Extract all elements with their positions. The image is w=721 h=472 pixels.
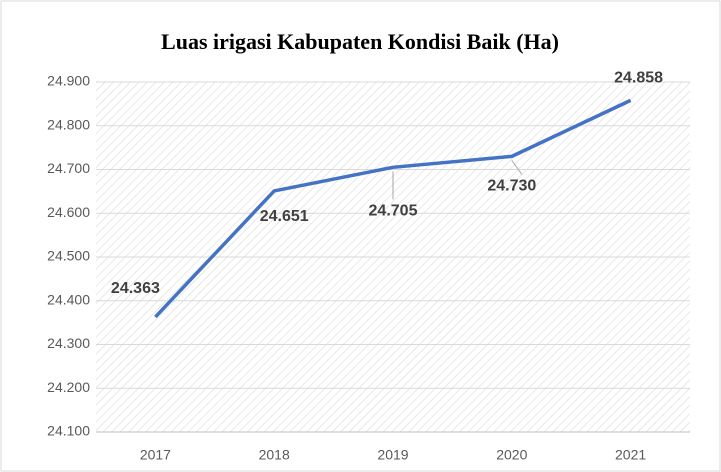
data-label: 24.651 <box>260 208 309 225</box>
y-tick-label: 24.800 <box>47 116 90 132</box>
data-label: 24.730 <box>487 178 536 195</box>
line-series <box>154 98 632 319</box>
y-tick-label: 24.500 <box>47 248 90 264</box>
x-tick-label: 2017 <box>140 447 171 463</box>
x-tick-label: 2020 <box>496 447 527 463</box>
y-tick-label: 24.300 <box>47 335 90 351</box>
x-tick-label: 2021 <box>615 447 646 463</box>
leader-line <box>511 160 523 175</box>
chart-title: Luas irigasi Kabupaten Kondisi Baik (Ha) <box>161 29 559 54</box>
y-tick-label: 24.700 <box>47 160 90 176</box>
data-label: 24.858 <box>614 70 663 87</box>
x-tick-label: 2019 <box>377 447 408 463</box>
data-label: 24.705 <box>369 203 418 220</box>
y-tick-label: 24.600 <box>47 204 90 220</box>
y-tick-label: 24.200 <box>47 379 90 395</box>
data-label: 24.363 <box>111 280 160 297</box>
x-tick-label: 2018 <box>259 447 290 463</box>
y-tick-label: 24.900 <box>47 73 90 89</box>
y-tick-label: 24.400 <box>47 291 90 307</box>
y-tick-label: 24.100 <box>47 423 90 439</box>
